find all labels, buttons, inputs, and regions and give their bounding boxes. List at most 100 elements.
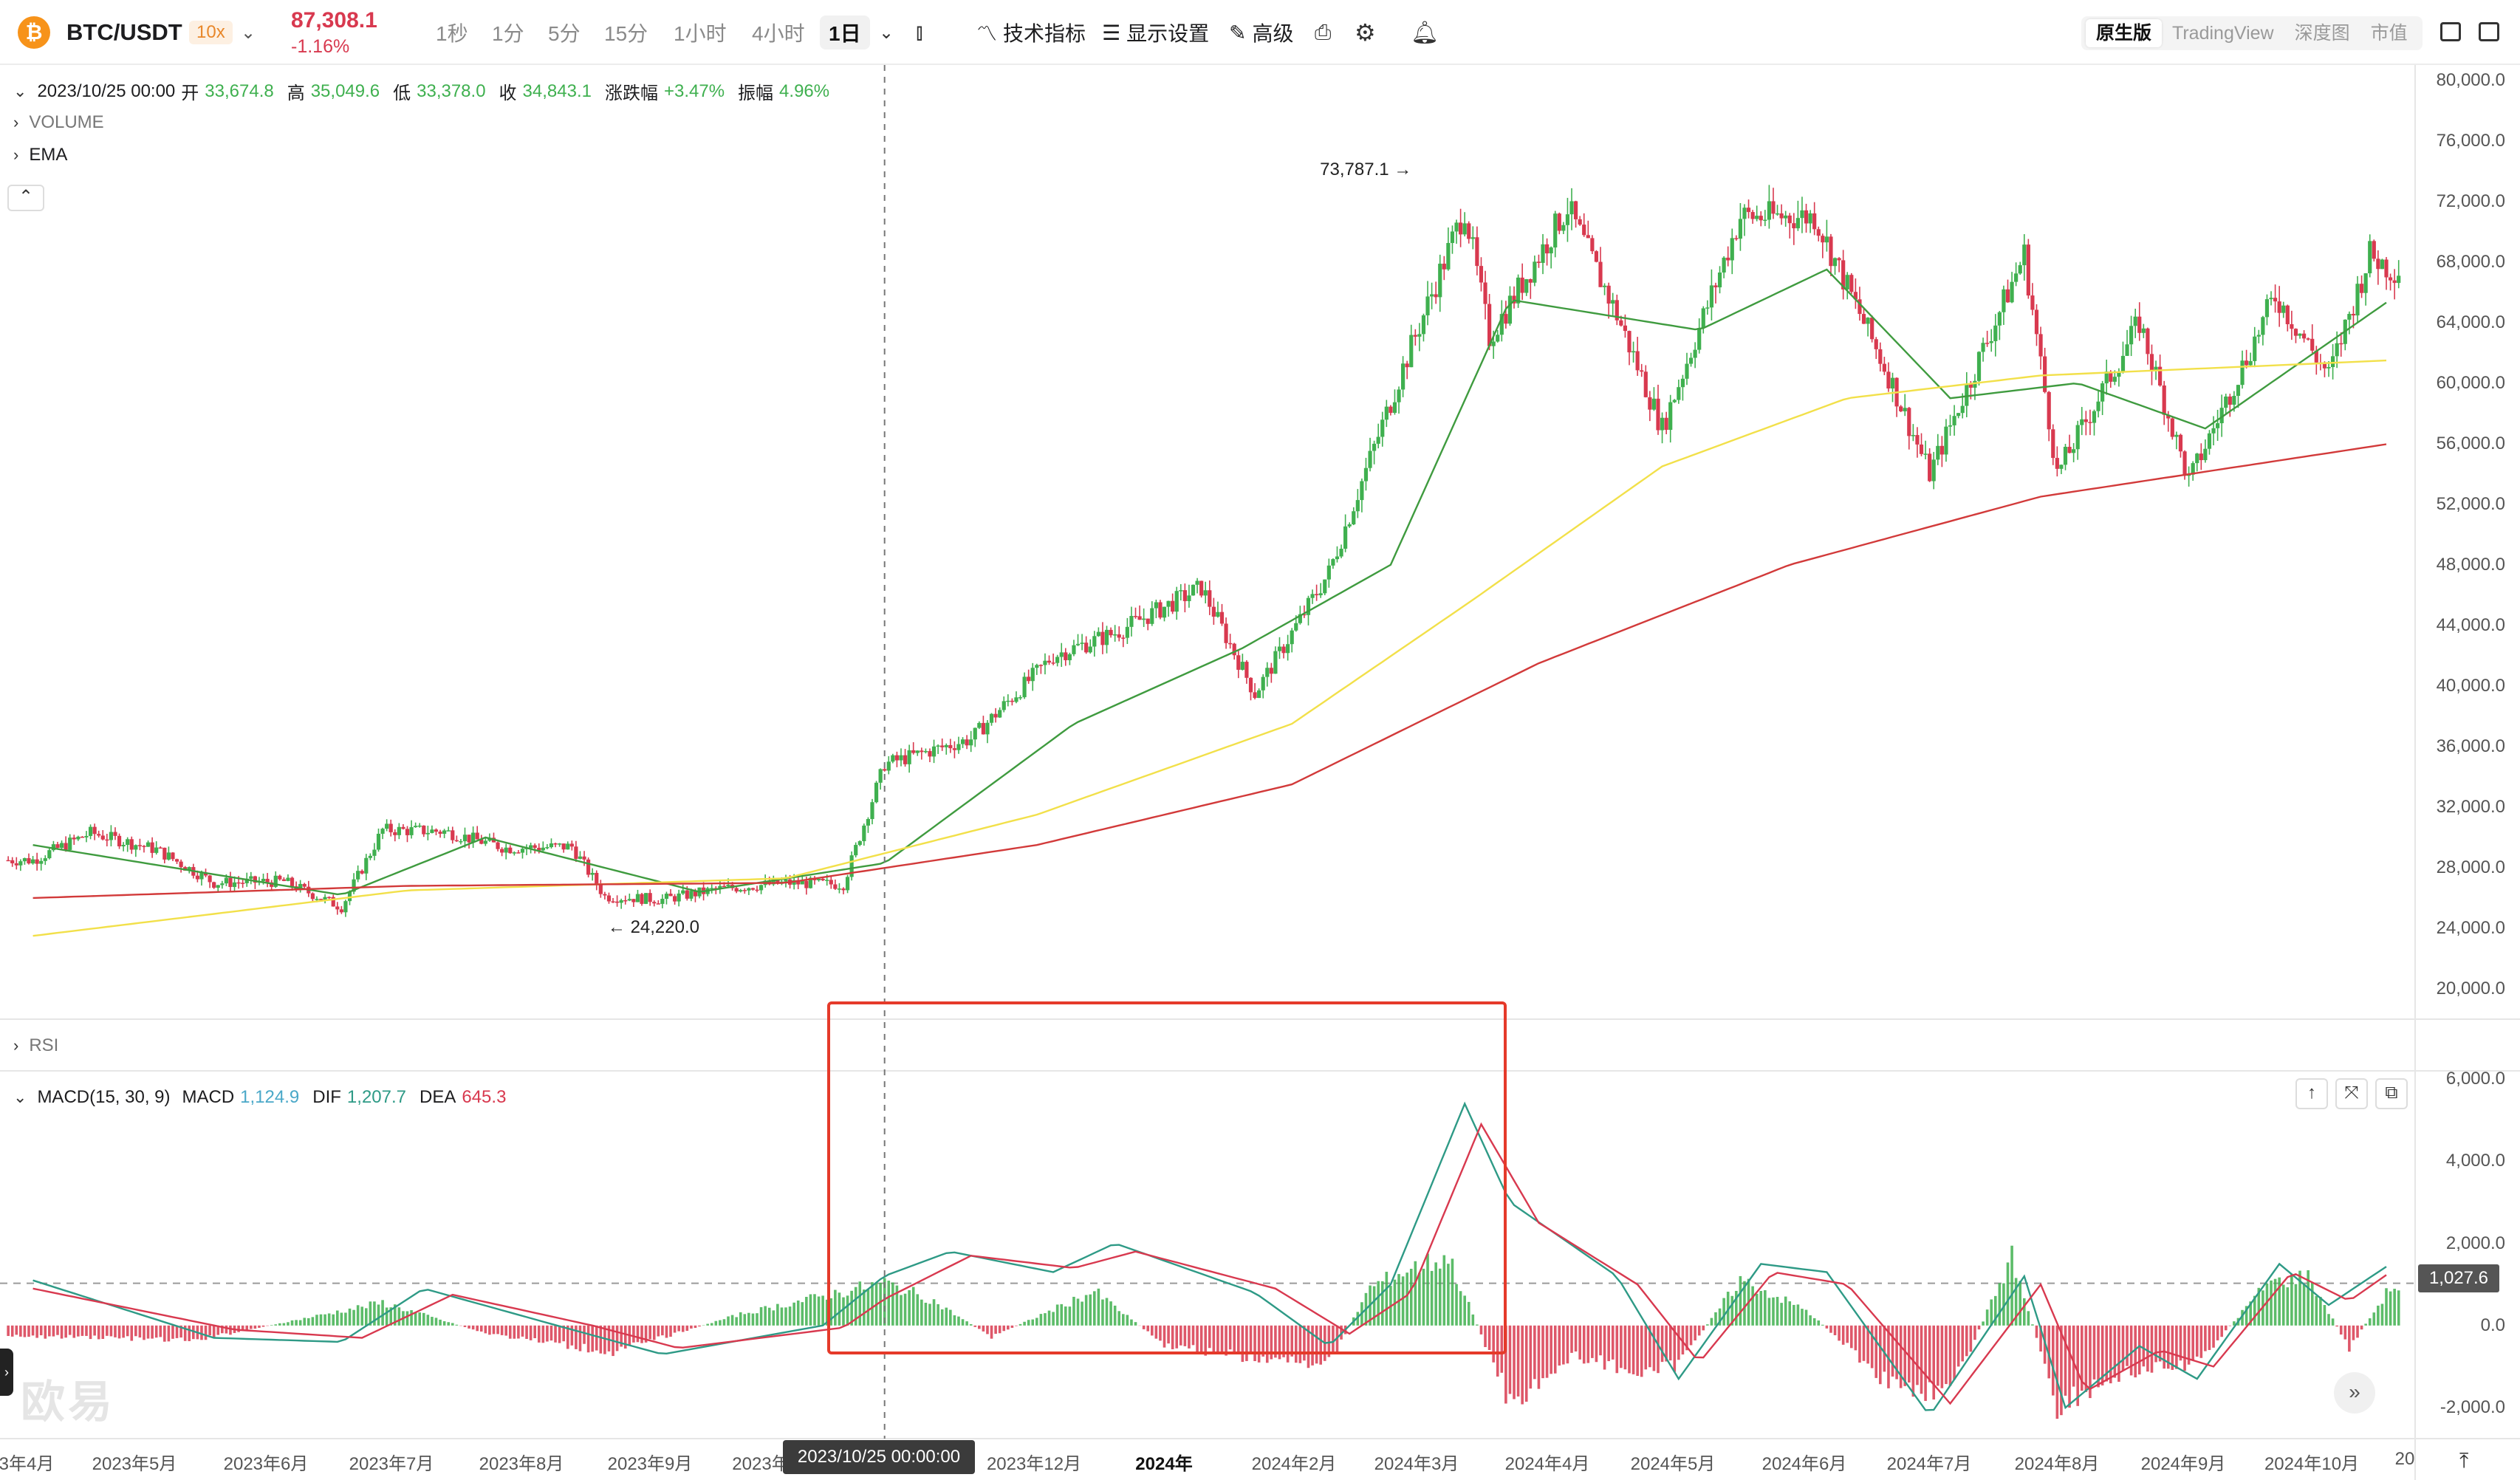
timeframe-1s[interactable]: 1秒 bbox=[436, 22, 468, 45]
candle-body bbox=[414, 826, 418, 828]
candle-body bbox=[1915, 435, 1920, 445]
screenshot-icon[interactable]: ⎙ bbox=[1315, 20, 1332, 44]
chart-canvas[interactable] bbox=[0, 65, 2520, 1480]
macd-hist-bar bbox=[1620, 1325, 1623, 1368]
scroll-to-latest-button[interactable]: » bbox=[2334, 1372, 2375, 1414]
candle-type-icon[interactable]: ⫾ bbox=[916, 20, 923, 44]
macd-hist-bar bbox=[212, 1325, 216, 1338]
macd-hist-bar bbox=[385, 1307, 388, 1326]
candle-body bbox=[931, 746, 937, 757]
macd-hist-bar bbox=[1002, 1325, 1006, 1332]
macd-hist-bar bbox=[2249, 1301, 2252, 1326]
candle-body bbox=[195, 875, 199, 880]
candle-body bbox=[1586, 235, 1590, 239]
timeframe-4h[interactable]: 4小时 bbox=[752, 22, 805, 45]
candle-body bbox=[857, 841, 862, 846]
chevron-down-icon[interactable]: ⌄ bbox=[13, 1088, 27, 1106]
candle-body bbox=[2092, 411, 2097, 423]
candle-body bbox=[590, 872, 595, 875]
window-icon[interactable] bbox=[2440, 22, 2461, 41]
macd-hist-bar bbox=[44, 1325, 47, 1339]
macd-hist-bar bbox=[575, 1325, 578, 1349]
candle-body bbox=[940, 745, 945, 747]
gear-icon[interactable]: ⚙ bbox=[1355, 19, 1376, 46]
view-depth[interactable]: 深度图 bbox=[2294, 23, 2350, 44]
macd-hist-bar bbox=[2027, 1311, 2030, 1326]
chevron-down-icon[interactable]: ⌄ bbox=[13, 81, 27, 100]
fullscreen-icon[interactable] bbox=[2479, 22, 2499, 41]
macd-hist-bar bbox=[1467, 1301, 1470, 1326]
candle-body bbox=[956, 744, 961, 750]
candle-body bbox=[886, 761, 891, 771]
candle-body bbox=[1627, 331, 1632, 353]
collapse-legend-button[interactable]: ⌃ bbox=[7, 185, 44, 211]
indicators-button[interactable]: 〽 技术指标 bbox=[976, 0, 1086, 65]
macd-hist-bar bbox=[2175, 1325, 2178, 1369]
time-axis-tick: 20 bbox=[2394, 1449, 2415, 1469]
candle-body bbox=[1993, 325, 1998, 341]
candle-body bbox=[1701, 308, 1705, 329]
collapse-pane-button[interactable]: ⤧ bbox=[2335, 1078, 2368, 1109]
macd-hist-bar bbox=[1793, 1304, 1795, 1326]
macd-hist-bar bbox=[463, 1325, 467, 1327]
candle-body bbox=[508, 847, 513, 854]
macd-hist-bar bbox=[2166, 1325, 2170, 1369]
timeframe-5m[interactable]: 5分 bbox=[548, 22, 581, 45]
macd-hist-bar bbox=[1862, 1325, 1866, 1361]
timeframe-1d[interactable]: 1日 bbox=[820, 16, 870, 49]
macd-hist-bar bbox=[1829, 1325, 1832, 1333]
high-annotation: 73,787.1 → bbox=[1320, 159, 1412, 179]
bell-icon[interactable]: 🔔︎ bbox=[1411, 20, 1439, 45]
macd-hist-bar bbox=[1582, 1325, 1586, 1364]
candle-body bbox=[1261, 676, 1265, 691]
candle-body bbox=[1199, 580, 1204, 596]
candle-body bbox=[10, 860, 15, 863]
macd-hist-bar bbox=[1027, 1320, 1030, 1326]
macd-hist-bar bbox=[356, 1305, 360, 1326]
ruler-icon[interactable]: ⤒ bbox=[2459, 1449, 2469, 1472]
macd-hist-bar bbox=[1677, 1325, 1680, 1360]
pen-icon: ✎ bbox=[1229, 21, 1247, 44]
candle-body bbox=[1080, 643, 1084, 644]
macd-hist-bar bbox=[1171, 1325, 1174, 1349]
maximize-pane-button[interactable]: ⧉ bbox=[2375, 1078, 2408, 1109]
advanced-button[interactable]: ✎ 高级 bbox=[1229, 21, 1294, 46]
view-tradingview[interactable]: TradingView bbox=[2172, 23, 2274, 44]
macd-hist-bar bbox=[1044, 1313, 1047, 1326]
side-panel-toggle[interactable]: › bbox=[0, 1349, 13, 1396]
macd-hist-bar bbox=[759, 1306, 763, 1326]
indicator-ema-row[interactable]: › EMA bbox=[13, 145, 68, 165]
macd-hist-bar bbox=[2039, 1325, 2042, 1352]
macd-hist-bar bbox=[2245, 1306, 2248, 1326]
macd-hist-bar bbox=[2117, 1325, 2120, 1383]
chevron-down-icon[interactable]: ⌄ bbox=[241, 22, 256, 43]
candle-body bbox=[619, 900, 623, 903]
candle-body bbox=[1919, 444, 1924, 454]
candle-body bbox=[1446, 243, 1451, 270]
macd-hist-bar bbox=[72, 1325, 76, 1338]
macd-hist-bar bbox=[1513, 1325, 1516, 1400]
move-up-button[interactable]: ↑ bbox=[2295, 1078, 2328, 1109]
candle-body bbox=[973, 727, 977, 740]
indicator-icon: 〽 bbox=[976, 22, 998, 45]
view-native[interactable]: 原生版 bbox=[2086, 19, 2163, 47]
macd-hist-bar bbox=[1372, 1286, 1376, 1326]
macd-hist-bar bbox=[694, 1325, 697, 1329]
timeframe-1h[interactable]: 1小时 bbox=[674, 22, 727, 45]
view-market-cap[interactable]: 市值 bbox=[2370, 23, 2408, 44]
trading-pair[interactable]: BTC/USDT bbox=[66, 19, 182, 45]
display-settings-button[interactable]: ☰ 显示设置 bbox=[1102, 21, 1210, 46]
chevron-down-icon[interactable]: ⌄ bbox=[879, 22, 894, 43]
macd-axis-tick: 6,000.0 bbox=[2445, 1069, 2505, 1089]
time-axis-tick: 2023年12月 bbox=[986, 1454, 1082, 1474]
timeframe-1m[interactable]: 1分 bbox=[492, 22, 524, 45]
indicator-volume-row[interactable]: › VOLUME bbox=[13, 112, 104, 132]
macd-hist-bar bbox=[924, 1302, 928, 1326]
indicator-rsi-row[interactable]: › RSI bbox=[13, 1035, 59, 1055]
candle-body bbox=[352, 879, 356, 892]
candle-body bbox=[1759, 216, 1763, 221]
timeframe-15m[interactable]: 15分 bbox=[604, 22, 648, 45]
macd-hist-bar bbox=[2204, 1325, 2207, 1351]
leverage-badge[interactable]: 10x bbox=[189, 21, 233, 44]
macd-hist-bar bbox=[1541, 1325, 1544, 1379]
